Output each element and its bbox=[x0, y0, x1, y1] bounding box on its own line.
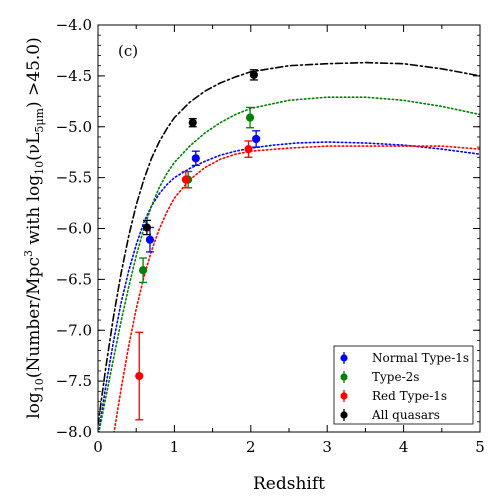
legend-label-2: Red Type-1s bbox=[372, 389, 447, 403]
legend-marker-0 bbox=[340, 354, 348, 362]
x-tick-label: 1 bbox=[170, 438, 180, 456]
y-axis-label: log10(Number/Mpc3 with log10(νL5μm) >45.… bbox=[22, 37, 46, 419]
data-point-1-0 bbox=[138, 266, 148, 275]
legend-marker-1 bbox=[340, 373, 348, 381]
x-tick-label: 2 bbox=[246, 438, 256, 456]
legend-marker-2 bbox=[340, 392, 348, 400]
data-point-0-0 bbox=[145, 235, 155, 244]
y-tick-label: −5.0 bbox=[56, 118, 92, 136]
legend-label-3: All quasars bbox=[371, 408, 440, 422]
data-point-1-2 bbox=[245, 113, 255, 122]
legend-marker-3 bbox=[340, 411, 348, 419]
data-point-3-1 bbox=[188, 118, 197, 127]
y-tick-label: −4.0 bbox=[56, 16, 92, 34]
y-tick-label: −7.0 bbox=[56, 321, 92, 339]
data-point-2-2 bbox=[244, 145, 253, 154]
legend-label-0: Normal Type-1s bbox=[372, 351, 469, 365]
data-point-2-0 bbox=[135, 371, 144, 381]
x-axis-ticks: 0 1 2 3 4 5 bbox=[93, 25, 485, 456]
y-axis-ticks: −4.0 −4.5 −5.0 −5.5 −6.0 −6.5 −7.0 −7.5 −8.0 bbox=[56, 16, 480, 441]
data-point-0-1 bbox=[191, 154, 200, 163]
y-tick-label: −4.5 bbox=[56, 67, 92, 85]
y-tick-label: −6.5 bbox=[56, 270, 92, 288]
data-point-3-0 bbox=[142, 223, 151, 232]
x-axis-label: Redshift bbox=[253, 474, 325, 494]
legend: Normal Type-1s Type-2s Red Type-1s All quas… bbox=[333, 345, 474, 425]
model-curve-3 bbox=[98, 61, 480, 426]
model-curve-2 bbox=[113, 145, 480, 432]
legend-box bbox=[333, 345, 474, 425]
x-tick-label: 0 bbox=[93, 438, 103, 456]
panel-label: (c) bbox=[118, 42, 138, 60]
x-tick-label: 3 bbox=[322, 438, 332, 456]
data-point-0-2 bbox=[252, 134, 261, 144]
y-tick-label: −6.0 bbox=[56, 220, 92, 238]
x-tick-label: 4 bbox=[399, 438, 409, 456]
data-point-3-2 bbox=[249, 70, 258, 79]
legend-label-1: Type-2s bbox=[372, 370, 419, 384]
model-curves bbox=[98, 61, 480, 432]
data-point-2-1 bbox=[181, 175, 190, 184]
data-points bbox=[135, 70, 261, 381]
model-curve-0 bbox=[98, 141, 480, 432]
x-tick-label: 5 bbox=[475, 438, 485, 456]
y-tick-label: −7.5 bbox=[56, 372, 92, 390]
y-tick-label: −8.0 bbox=[56, 423, 92, 441]
y-tick-label: −5.5 bbox=[56, 169, 92, 187]
model-curve-1 bbox=[98, 96, 480, 432]
